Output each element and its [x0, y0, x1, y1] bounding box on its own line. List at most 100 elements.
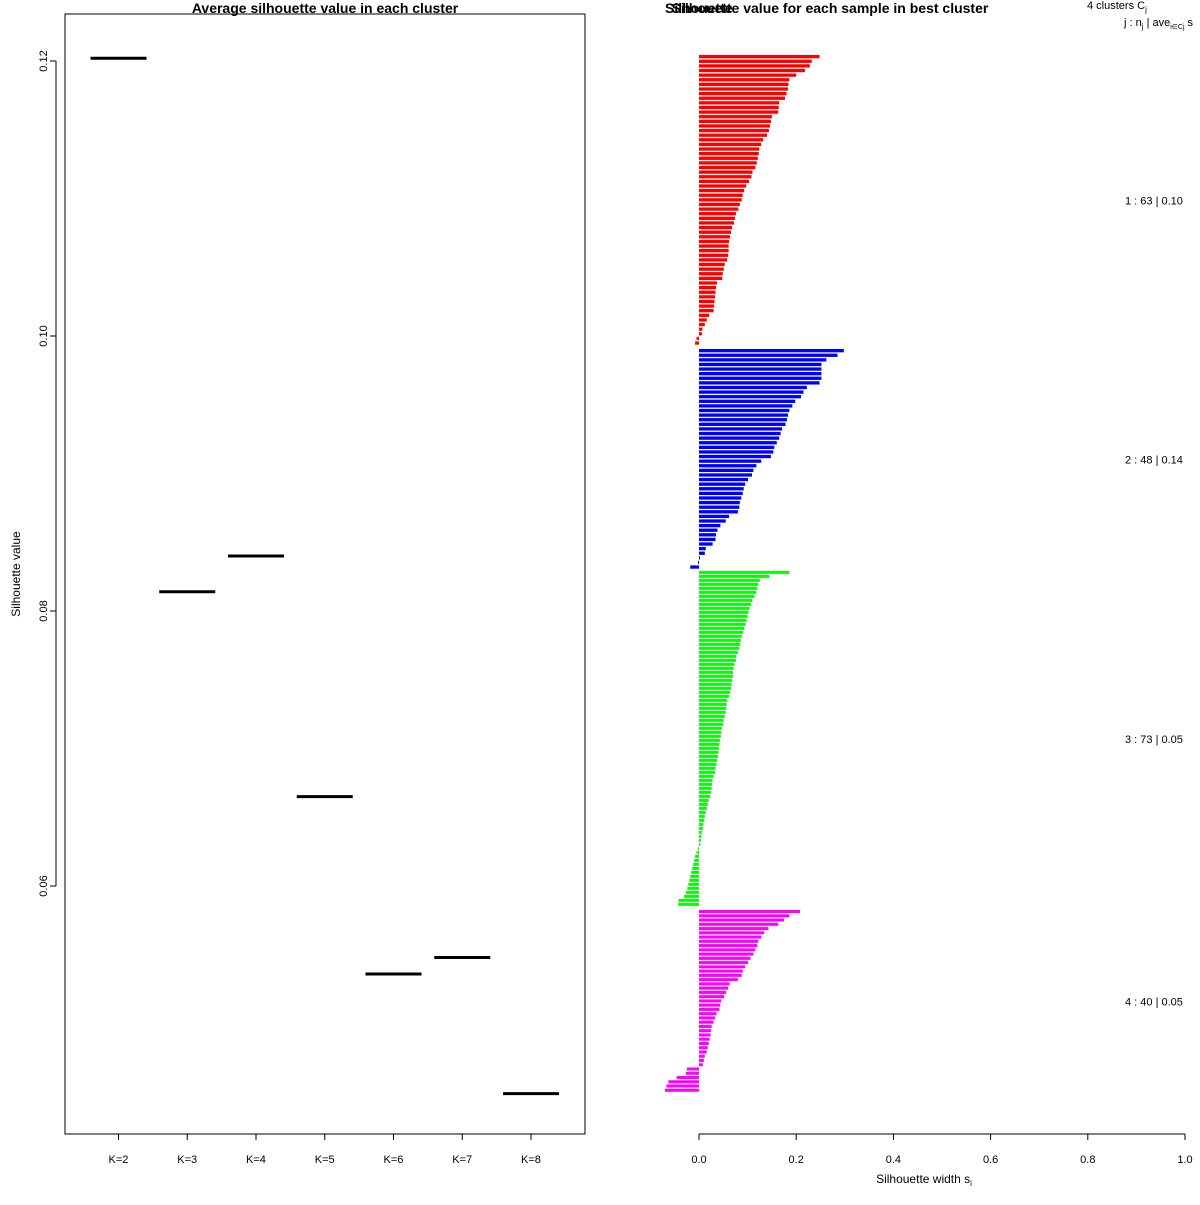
- right-x-tick-label: 0.4: [886, 1154, 901, 1166]
- silhouette-bar: [699, 436, 780, 440]
- silhouette-bar: [699, 595, 755, 598]
- silhouette-bar: [699, 353, 838, 357]
- silhouette-bar: [699, 295, 716, 299]
- silhouette-bar: [699, 404, 793, 408]
- silhouette-bar: [699, 939, 759, 943]
- left-y-tick-label: 0.10: [38, 325, 50, 346]
- silhouette-bar: [699, 468, 754, 473]
- legend-header-line1: 4 clusters Cj: [1087, 0, 1147, 14]
- silhouette-bar: [696, 851, 699, 854]
- silhouette-bar: [699, 707, 727, 710]
- right-chart-title: Silhouette value for each sample in best…: [672, 0, 989, 16]
- silhouette-bar: [699, 611, 749, 614]
- silhouette-bar: [678, 899, 699, 902]
- silhouette-bar: [699, 290, 716, 294]
- silhouette-bar: [699, 179, 750, 184]
- silhouette-bar: [699, 956, 751, 960]
- silhouette-bar: [699, 1046, 708, 1050]
- silhouette-bar: [699, 1016, 716, 1020]
- silhouette-bar: [699, 703, 727, 706]
- silhouette-bar: [699, 795, 711, 798]
- silhouette-bar: [699, 583, 759, 586]
- silhouette-bar: [699, 59, 812, 63]
- silhouette-bar: [699, 450, 774, 454]
- cluster-3-label: 3 : 73 | 0.05: [1125, 734, 1183, 746]
- average-silhouette-panel: Average silhouette value in each cluster…: [9, 0, 586, 1166]
- silhouette-bar: [687, 887, 699, 890]
- silhouette-bar: [699, 244, 729, 248]
- silhouette-bar: [696, 336, 699, 341]
- silhouette-bar: [699, 579, 760, 582]
- silhouette-bar: [699, 230, 732, 234]
- silhouette-bar: [699, 491, 743, 496]
- silhouette-bar: [699, 607, 750, 610]
- silhouette-bar: [699, 156, 758, 160]
- silhouette-bar: [698, 847, 699, 850]
- silhouette-bar: [699, 1041, 709, 1045]
- silhouette-bar: [699, 763, 717, 766]
- silhouette-bar: [699, 542, 713, 546]
- silhouette-bar: [695, 855, 699, 858]
- silhouette-bar: [699, 459, 762, 463]
- silhouette-bar: [699, 623, 746, 626]
- cluster-2-bars: [690, 349, 844, 569]
- left-x-tick-label: K=8: [521, 1154, 541, 1166]
- silhouette-bar: [699, 138, 764, 142]
- silhouette-bar: [699, 952, 754, 956]
- silhouette-bar: [699, 922, 779, 926]
- silhouette-bar: [699, 743, 720, 746]
- silhouette-bar: [699, 464, 757, 468]
- silhouette-bar: [685, 1071, 699, 1075]
- silhouette-bar: [685, 891, 699, 894]
- silhouette-bar: [699, 87, 788, 91]
- right-x-tick-label: 0.2: [789, 1154, 804, 1166]
- silhouette-bar: [699, 619, 747, 622]
- silhouette-bar: [699, 413, 788, 417]
- silhouette-bar: [699, 281, 717, 285]
- left-x-tick-label: K=3: [177, 1154, 197, 1166]
- silhouette-bar: [699, 372, 822, 376]
- cluster-4-bars: [664, 910, 801, 1092]
- silhouette-bar: [699, 571, 790, 574]
- silhouette-bar: [699, 935, 762, 939]
- silhouette-bar: [690, 565, 699, 569]
- silhouette-bar: [699, 759, 717, 762]
- silhouette-bar: [699, 216, 735, 220]
- silhouette-bar: [699, 927, 769, 931]
- silhouette-bar: [699, 239, 730, 244]
- silhouette-bar: [699, 482, 746, 486]
- silhouette-bar: [699, 101, 780, 105]
- silhouette-bar: [699, 358, 827, 362]
- cluster-1-bars: [695, 55, 820, 345]
- silhouette-bar: [699, 1037, 710, 1041]
- silhouette-bar: [699, 318, 707, 322]
- left-x-tick-label: K=6: [384, 1154, 404, 1166]
- silhouette-bar: [699, 918, 785, 922]
- silhouette-bar: [699, 473, 752, 477]
- silhouette-bar: [699, 948, 756, 952]
- right-data-bars: [664, 55, 844, 1092]
- silhouette-bar: [699, 799, 709, 802]
- silhouette-bar: [699, 787, 712, 790]
- silhouette-bar: [699, 73, 797, 77]
- silhouette-bar: [699, 221, 734, 225]
- silhouette-bar: [699, 202, 740, 207]
- silhouette-bar: [699, 147, 760, 151]
- left-x-tick-label: K=5: [315, 1154, 335, 1166]
- silhouette-bar: [699, 376, 822, 380]
- silhouette-bar: [699, 803, 708, 806]
- silhouette-bar: [699, 124, 770, 128]
- silhouette-bar: [699, 170, 753, 174]
- silhouette-bar: [699, 1007, 720, 1011]
- right-x-axis: 0.0 0.2 0.4 0.6 0.8 1.0: [691, 1133, 1193, 1166]
- right-x-tick-label: 0.0: [691, 1154, 706, 1166]
- silhouette-bar: [699, 973, 742, 977]
- silhouette-bar: [678, 903, 699, 906]
- silhouette-bar: [699, 477, 749, 482]
- silhouette-bar: [699, 739, 720, 742]
- silhouette-bar: [699, 591, 757, 594]
- silhouette-bar: [699, 285, 717, 290]
- silhouette-bar: [699, 679, 733, 682]
- silhouette-bar: [699, 551, 705, 555]
- silhouette-bar: [699, 675, 734, 678]
